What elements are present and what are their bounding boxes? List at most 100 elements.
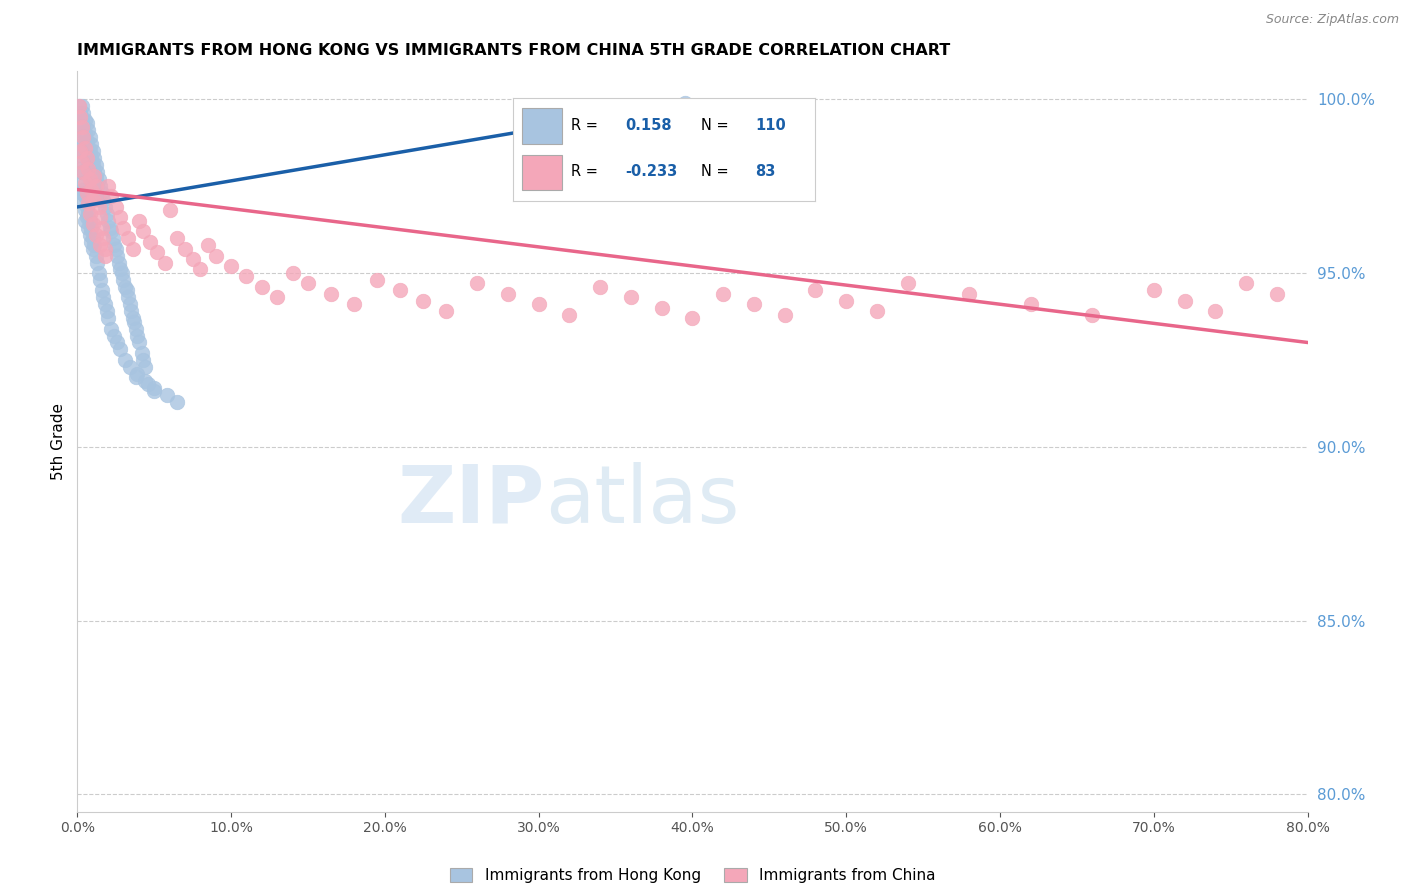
Text: Source: ZipAtlas.com: Source: ZipAtlas.com [1265,13,1399,27]
Y-axis label: 5th Grade: 5th Grade [51,403,66,480]
Point [166,394,188,409]
Point [86,189,108,203]
Point [76,186,98,200]
Point [117,231,139,245]
Point [97,311,120,326]
Point [111,266,134,280]
Point [389,283,412,297]
Point [87,200,110,214]
Bar [522,108,561,145]
Text: 83: 83 [755,164,775,179]
Point [82,193,104,207]
Point [82,231,104,245]
Point [115,283,138,297]
Text: N =: N = [700,119,728,133]
Point [153,255,176,269]
Point [104,242,127,256]
Point [77,154,100,169]
Point [128,214,150,228]
Point [70,165,93,179]
Point [77,207,100,221]
Point [319,286,342,301]
Point [87,172,110,186]
Point [110,343,132,357]
Point [67,99,90,113]
Point [93,290,115,304]
Point [120,304,142,318]
Point [131,346,153,360]
Point [76,116,98,130]
Point [76,211,98,225]
Point [84,172,107,186]
Point [69,110,91,124]
Point [897,277,920,291]
Text: N =: N = [700,164,728,179]
Point [70,186,93,200]
Point [1174,293,1197,308]
Point [83,165,105,179]
Point [114,280,136,294]
Point [89,211,111,225]
Point [143,384,166,398]
Point [266,290,288,304]
Point [86,179,108,194]
Point [72,130,94,145]
Point [73,141,96,155]
Point [957,286,980,301]
Point [1143,283,1166,297]
Point [620,290,643,304]
Point [72,165,94,179]
Point [219,259,242,273]
Point [83,238,105,252]
Point [117,290,139,304]
Point [143,381,166,395]
Point [79,130,101,145]
Point [79,145,101,159]
Point [76,200,98,214]
Point [181,252,204,266]
Point [103,238,125,252]
Point [97,214,120,228]
Point [112,273,135,287]
Point [76,151,98,165]
Point [69,120,91,134]
Legend: Immigrants from Hong Kong, Immigrants from China: Immigrants from Hong Kong, Immigrants fr… [443,862,942,889]
Point [77,220,100,235]
Point [132,352,155,367]
Point [84,158,107,172]
Point [100,224,122,238]
Point [527,297,550,311]
Point [134,359,156,374]
Point [76,148,98,162]
Point [155,387,177,401]
Point [134,374,156,388]
Point [70,120,93,134]
Point [174,242,197,256]
Point [122,315,145,329]
Point [89,179,111,194]
Point [77,141,100,155]
Point [866,304,889,318]
Point [197,238,219,252]
Point [67,141,90,155]
Text: 110: 110 [755,119,786,133]
Point [343,297,366,311]
Point [1234,277,1257,291]
Point [80,137,103,152]
Point [742,297,765,311]
Point [108,255,131,269]
Point [90,283,114,297]
Point [128,335,150,350]
Point [94,297,117,311]
Point [1265,286,1288,301]
Point [110,211,132,225]
Point [73,189,96,203]
Point [104,200,127,214]
Point [79,214,101,228]
Point [69,106,91,120]
Point [82,158,104,172]
Point [80,235,103,249]
Point [159,203,181,218]
Bar [522,154,561,190]
Point [711,286,734,301]
